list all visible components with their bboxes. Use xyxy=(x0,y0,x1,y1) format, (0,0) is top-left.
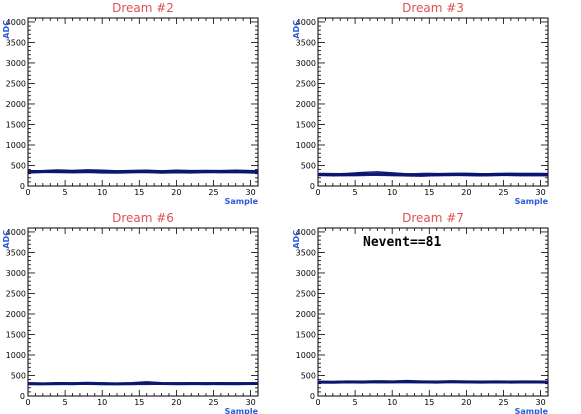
panel-4-y-tick-label: 500 xyxy=(301,371,316,380)
panel-2-y-tick-label: 3000 xyxy=(296,59,316,68)
panel-4-y-axis-label: ADC xyxy=(292,230,301,249)
panel-1-y-tick-label: 2000 xyxy=(6,100,26,109)
panel-1-title: Dream #2 xyxy=(112,1,174,15)
panel-2-y-tick-label: 3500 xyxy=(296,38,316,47)
panel-3-x-tick-label: 20 xyxy=(171,398,181,407)
panel-4-y-tick-label: 3500 xyxy=(296,248,316,257)
panel-2-x-tick-label: 20 xyxy=(461,188,471,197)
panel-4-y-tick-label: 2500 xyxy=(296,289,316,298)
panel-2-title: Dream #3 xyxy=(402,1,464,15)
panel-2-y-tick-label: 2500 xyxy=(296,79,316,88)
panel-4-y-tick-label: 3000 xyxy=(296,269,316,278)
panel-2-x-tick-label: 15 xyxy=(424,188,434,197)
panel-3-x-tick-label: 10 xyxy=(97,398,107,407)
panel-3-title: Dream #6 xyxy=(112,211,174,225)
panel-3-y-tick-label: 2500 xyxy=(6,289,26,298)
panel-2-series-line-2 xyxy=(317,174,549,177)
panel-1-y-tick-label: 2500 xyxy=(6,79,26,88)
panel-1-zero-label: 0 xyxy=(20,182,25,191)
panel-1-y-tick-label: 1500 xyxy=(6,120,26,129)
panel-3-x-tick-label: 5 xyxy=(63,398,68,407)
panel-2-x-tick-label: 30 xyxy=(535,188,545,197)
panel-1-series-line-2 xyxy=(27,171,259,174)
panel-1-y-axis-label: ADC xyxy=(2,20,11,39)
panel-1-x-tick-label: 20 xyxy=(171,188,181,197)
panel-2-x-tick-label: 0 xyxy=(315,188,320,197)
panel-3-series-line-3 xyxy=(27,381,259,384)
panel-4-x-tick-label: 0 xyxy=(315,398,320,407)
panel-2-x-tick-label: 5 xyxy=(353,188,358,197)
panel-1-x-tick-label: 30 xyxy=(245,188,255,197)
panel-1-x-tick-label: 10 xyxy=(97,188,107,197)
panel-4-x-tick-label: 30 xyxy=(535,398,545,407)
panel-3-zero-label: 0 xyxy=(20,392,25,401)
panel-4-series-line-3 xyxy=(317,379,549,383)
panel-3-series-line-2 xyxy=(27,383,259,386)
panel-1-y-tick-label: 3000 xyxy=(6,59,26,68)
panel-2-x-tick-label: 25 xyxy=(498,188,508,197)
panel-3-y-tick-label: 1000 xyxy=(6,351,26,360)
panel-2-x-tick-label: 10 xyxy=(387,188,397,197)
panel-3-y-axis-label: ADC xyxy=(2,230,11,249)
panel-4-series-line-1 xyxy=(317,380,549,383)
panel-4-annotation: Nevent==81 xyxy=(363,235,441,250)
panel-3-x-axis-label: Sample xyxy=(225,407,259,414)
panel-1-x-tick-label: 5 xyxy=(63,188,68,197)
panel-2-y-tick-label: 2000 xyxy=(296,100,316,109)
panel-2-y-tick-label: 1000 xyxy=(296,141,316,150)
panel-2-y-tick-label: 500 xyxy=(301,161,316,170)
panel-4-x-tick-label: 5 xyxy=(353,398,358,407)
panel-3-y-tick-label: 4000 xyxy=(6,228,26,237)
panel-1-y-tick-label: 4000 xyxy=(6,18,26,27)
panel-3-x-tick-label: 15 xyxy=(134,398,144,407)
panel-3-y-tick-label: 3000 xyxy=(6,269,26,278)
panel-4-x-tick-label: 10 xyxy=(387,398,397,407)
panel-4-x-tick-label: 20 xyxy=(461,398,471,407)
panel-1-frame xyxy=(27,17,259,187)
panel-3-y-tick-label: 2000 xyxy=(6,310,26,319)
panel-2-series-line-1 xyxy=(317,172,549,176)
panel-2-x-axis-label: Sample xyxy=(515,197,549,206)
panel-3-x-tick-label: 0 xyxy=(25,398,30,407)
panel-4-series-line-2 xyxy=(317,381,549,384)
panel-3-x-tick-label: 30 xyxy=(245,398,255,407)
panel-3-y-tick-label: 500 xyxy=(11,371,26,380)
panel-2-y-axis-label: ADC xyxy=(292,20,301,39)
panel-3-frame xyxy=(27,227,259,397)
panel-3-series-line-1 xyxy=(27,382,259,385)
panel-4-x-tick-label: 15 xyxy=(424,398,434,407)
panel-4-title: Dream #7 xyxy=(402,211,464,225)
panel-4-y-tick-label: 1500 xyxy=(296,330,316,339)
panel-1-x-tick-label: 15 xyxy=(134,188,144,197)
panel-2-series-line-3 xyxy=(317,171,549,175)
panel-4-x-axis-label: Sample xyxy=(515,407,549,414)
panel-2-y-tick-label: 1500 xyxy=(296,120,316,129)
panel-1-y-tick-label: 1000 xyxy=(6,141,26,150)
panel-2-frame xyxy=(317,17,549,187)
panel-1-series-line-1 xyxy=(27,170,259,173)
panel-3-x-tick-label: 25 xyxy=(208,398,218,407)
panel-4-y-tick-label: 2000 xyxy=(296,310,316,319)
panel-1-x-axis-label: Sample xyxy=(225,197,259,206)
panel-1-y-tick-label: 500 xyxy=(11,161,26,170)
panel-4-frame xyxy=(317,227,549,397)
panel-1-x-tick-label: 25 xyxy=(208,188,218,197)
panel-3-y-tick-label: 3500 xyxy=(6,248,26,257)
panel-2-zero-label: 0 xyxy=(310,182,315,191)
panel-1-series-line-3 xyxy=(27,169,259,172)
panel-4-y-tick-label: 4000 xyxy=(296,228,316,237)
panel-1-y-tick-label: 3500 xyxy=(6,38,26,47)
panel-4-x-tick-label: 25 xyxy=(498,398,508,407)
panel-2-y-tick-label: 4000 xyxy=(296,18,316,27)
panel-4-y-tick-label: 1000 xyxy=(296,351,316,360)
panel-4-zero-label: 0 xyxy=(310,392,315,401)
panel-1-x-tick-label: 0 xyxy=(25,188,30,197)
panel-3-y-tick-label: 1500 xyxy=(6,330,26,339)
